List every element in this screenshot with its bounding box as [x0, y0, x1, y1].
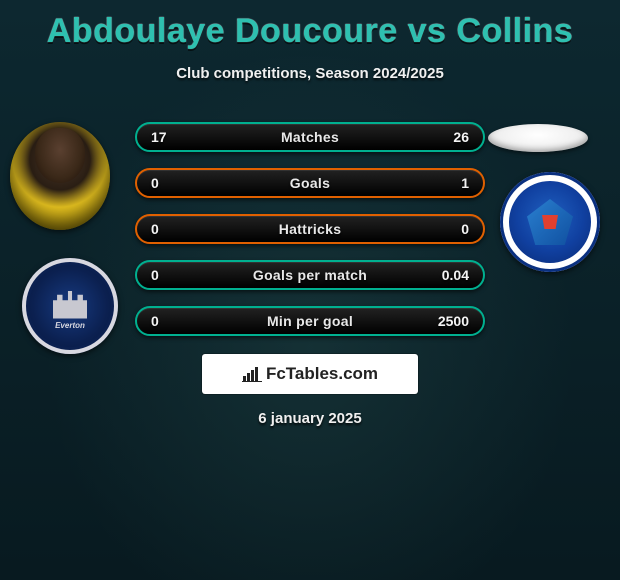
stat-left-value: 17 [151, 129, 167, 145]
stat-right-value: 2500 [438, 313, 469, 329]
player-left-avatar [10, 122, 110, 230]
bar-chart-icon [242, 366, 262, 382]
stat-label: Matches [281, 129, 339, 145]
player-right-club-badge [500, 172, 600, 272]
stat-right-value: 0 [461, 221, 469, 237]
everton-tower-icon [53, 291, 87, 319]
stat-row-goals: 0 Goals 1 [135, 168, 485, 198]
player-right-avatar [488, 124, 588, 152]
page-title: Abdoulaye Doucoure vs Collins [0, 0, 620, 51]
stat-right-value: 26 [453, 129, 469, 145]
badge-left-text: Everton [55, 321, 85, 330]
subtitle: Club competitions, Season 2024/2025 [0, 65, 620, 82]
stat-left-value: 0 [151, 313, 159, 329]
stat-row-matches: 17 Matches 26 [135, 122, 485, 152]
stat-left-value: 0 [151, 267, 159, 283]
stat-row-goals-per-match: 0 Goals per match 0.04 [135, 260, 485, 290]
stat-label: Goals [290, 175, 330, 191]
stat-row-hattricks: 0 Hattricks 0 [135, 214, 485, 244]
stat-left-value: 0 [151, 221, 159, 237]
stat-label: Hattricks [279, 221, 342, 237]
date-text: 6 january 2025 [0, 410, 620, 427]
stat-label: Min per goal [267, 313, 353, 329]
stat-label: Goals per match [253, 267, 367, 283]
stats-container: 17 Matches 26 0 Goals 1 0 Hattricks 0 0 … [135, 122, 485, 352]
watermark-text: FcTables.com [266, 364, 378, 384]
stat-right-value: 0.04 [442, 267, 469, 283]
stat-left-value: 0 [151, 175, 159, 191]
peterborough-shield-icon [527, 199, 573, 245]
stat-right-value: 1 [461, 175, 469, 191]
watermark: FcTables.com [202, 354, 418, 394]
player-left-club-badge: Everton [22, 258, 118, 354]
stat-row-min-per-goal: 0 Min per goal 2500 [135, 306, 485, 336]
